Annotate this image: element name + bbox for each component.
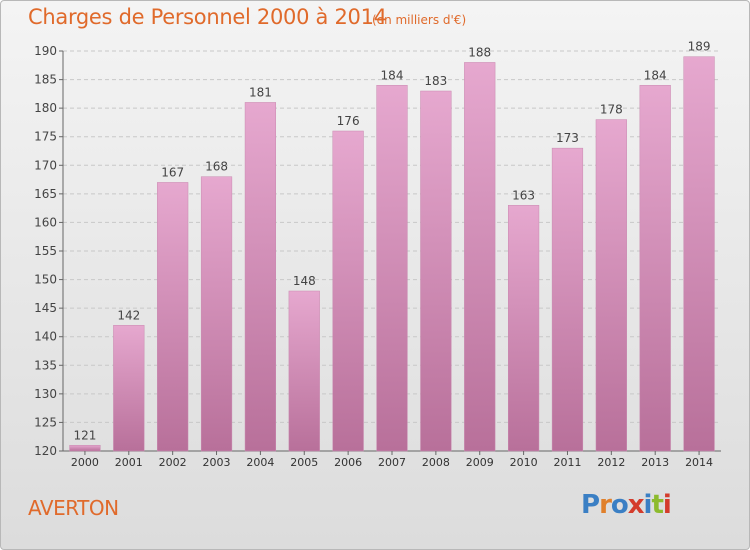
bar-value-label: 183 <box>424 74 447 88</box>
y-tick-label: 130 <box>34 387 57 401</box>
bar-value-label: 188 <box>468 45 491 59</box>
bar-value-label: 148 <box>293 274 316 288</box>
proxiti-logo: Proxiti <box>581 490 672 520</box>
x-tick-label: 2011 <box>553 456 581 469</box>
x-tick-label: 2014 <box>685 456 713 469</box>
logo-letter: P <box>581 490 600 520</box>
bar-value-label: 189 <box>688 40 711 54</box>
bar-value-label: 181 <box>249 85 272 99</box>
bar <box>332 130 364 452</box>
x-tick-label: 2000 <box>71 456 99 469</box>
chart-title: Charges de Personnel 2000 à 2014 <box>28 5 387 29</box>
x-tick-label: 2005 <box>290 456 318 469</box>
bar <box>420 90 452 452</box>
y-tick-label: 120 <box>34 444 57 458</box>
bar-value-label: 167 <box>161 165 184 179</box>
x-tick-label: 2002 <box>159 456 187 469</box>
y-tick-label: 125 <box>34 415 57 429</box>
bar <box>200 176 233 452</box>
bar <box>551 147 584 452</box>
bar <box>69 445 101 452</box>
y-tick-label: 135 <box>34 358 57 372</box>
bar <box>507 205 540 452</box>
bar <box>113 325 145 452</box>
x-tick-label: 2007 <box>378 456 406 469</box>
y-tick-label: 175 <box>34 130 57 144</box>
bar <box>464 62 496 452</box>
x-tick-label: 2013 <box>641 456 669 469</box>
x-tick-label: 2001 <box>115 456 143 469</box>
bar-value-label: 163 <box>512 188 535 202</box>
x-tick-label: 2012 <box>597 456 625 469</box>
bar-value-label: 121 <box>73 428 96 442</box>
bar-value-label: 168 <box>205 160 228 174</box>
y-tick-label: 140 <box>34 330 57 344</box>
y-tick-label: 145 <box>34 301 57 315</box>
bar-value-label: 173 <box>556 131 579 145</box>
bar-value-label: 142 <box>117 308 140 322</box>
logo-letter: o <box>610 490 629 520</box>
y-tick-label: 150 <box>34 273 57 287</box>
bar-value-label: 176 <box>337 114 360 128</box>
bar <box>639 85 671 452</box>
bar-value-label: 178 <box>600 103 623 117</box>
logo-letter: x <box>627 490 645 520</box>
logo-letter: t <box>651 490 663 520</box>
bar-value-label: 184 <box>381 68 404 82</box>
x-tick-label: 2006 <box>334 456 362 469</box>
x-tick-label: 2004 <box>246 456 274 469</box>
bar-value-label: 184 <box>644 68 667 82</box>
y-tick-label: 185 <box>34 73 57 87</box>
x-tick-label: 2010 <box>510 456 538 469</box>
y-tick-label: 170 <box>34 158 57 172</box>
y-tick-label: 160 <box>34 215 57 229</box>
y-tick-label: 165 <box>34 187 57 201</box>
town-name: AVERTON <box>28 496 119 520</box>
logo-letter: i <box>643 490 653 520</box>
x-tick-label: 2008 <box>422 456 450 469</box>
x-tick-label: 2009 <box>466 456 494 469</box>
y-tick-label: 155 <box>34 244 57 258</box>
bar <box>288 290 320 452</box>
bar <box>683 56 715 452</box>
y-tick-label: 190 <box>34 44 57 58</box>
logo-letter: i <box>662 490 672 520</box>
logo-letter: r <box>599 490 612 520</box>
y-tick-label: 180 <box>34 101 57 115</box>
bar <box>376 85 408 452</box>
chart-subtitle: (en milliers d'€) <box>372 13 467 27</box>
bar <box>157 182 189 452</box>
bar <box>595 119 627 452</box>
x-tick-label: 2003 <box>203 456 231 469</box>
bar <box>244 102 277 452</box>
